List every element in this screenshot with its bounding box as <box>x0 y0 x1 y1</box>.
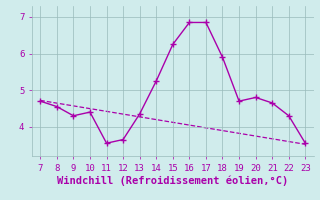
X-axis label: Windchill (Refroidissement éolien,°C): Windchill (Refroidissement éolien,°C) <box>57 175 288 186</box>
